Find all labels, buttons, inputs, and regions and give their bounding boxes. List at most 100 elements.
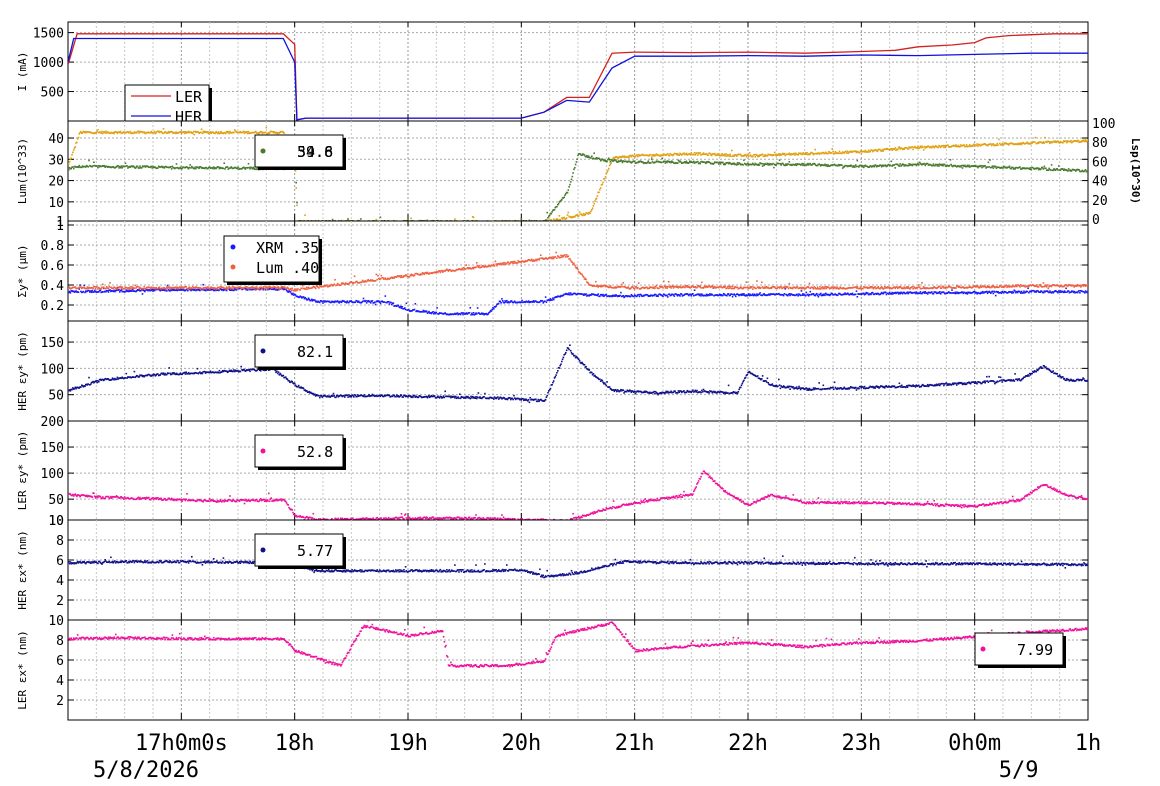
data-point	[998, 139, 1000, 141]
data-point	[226, 286, 228, 288]
data-point	[108, 291, 110, 293]
data-point	[621, 284, 623, 286]
data-point	[96, 286, 98, 288]
data-point	[97, 167, 99, 169]
data-point	[609, 159, 611, 161]
data-point	[622, 162, 624, 164]
data-point	[87, 166, 89, 168]
data-point	[806, 292, 808, 294]
data-point	[867, 151, 869, 153]
data-point	[556, 206, 558, 208]
data-point	[963, 144, 965, 146]
data-point	[599, 189, 601, 191]
data-point	[870, 294, 872, 296]
data-point	[1067, 170, 1069, 172]
data-point	[428, 311, 430, 313]
data-point	[806, 152, 808, 154]
data-point	[634, 160, 636, 162]
data-point	[231, 288, 233, 290]
data-point	[984, 165, 986, 167]
data-point	[817, 287, 819, 289]
data-point	[1030, 167, 1032, 169]
data-point	[1085, 139, 1087, 141]
data-point	[563, 196, 565, 198]
data-point	[736, 164, 738, 166]
data-point	[989, 159, 991, 161]
data-point	[763, 163, 765, 165]
data-point	[749, 152, 751, 154]
data-point	[602, 182, 604, 184]
data-point	[864, 151, 866, 153]
data-point	[215, 290, 217, 292]
data-point	[88, 160, 90, 162]
data-point	[667, 296, 669, 298]
data-point	[972, 145, 974, 147]
data-point	[846, 152, 848, 154]
data-point	[718, 163, 720, 165]
data-point	[504, 302, 506, 304]
data-point	[748, 156, 750, 158]
data-point	[996, 144, 998, 146]
data-point	[591, 156, 593, 158]
data-point	[776, 164, 778, 166]
data-point	[755, 288, 757, 290]
right-tick-label: 100	[1092, 117, 1115, 132]
data-point	[693, 154, 695, 156]
data-point	[599, 158, 601, 160]
y-tick-label: 1	[56, 219, 64, 234]
data-point	[86, 288, 88, 290]
data-point	[761, 282, 763, 284]
data-point	[572, 172, 574, 174]
data-point	[718, 153, 720, 155]
data-point	[558, 203, 560, 205]
data-point	[674, 295, 676, 297]
y-tick-label: 500	[41, 86, 64, 101]
data-point	[94, 286, 96, 288]
data-point	[1078, 140, 1080, 142]
data-point	[789, 293, 791, 295]
data-point	[1027, 142, 1029, 144]
data-point	[1085, 169, 1087, 171]
data-point	[125, 162, 127, 164]
data-point	[767, 163, 769, 165]
data-point	[669, 155, 671, 157]
data-point	[501, 264, 503, 266]
data-point	[266, 286, 268, 288]
data-point	[102, 291, 104, 293]
data-point	[461, 268, 463, 270]
data-point	[545, 296, 547, 298]
data-point	[302, 285, 304, 287]
data-point	[730, 156, 732, 158]
data-point	[72, 166, 74, 168]
data-point	[214, 290, 216, 292]
data-point	[620, 292, 622, 294]
data-point	[656, 285, 658, 287]
data-point	[756, 280, 758, 282]
data-point	[109, 286, 111, 288]
data-point	[743, 293, 745, 295]
data-point	[862, 165, 864, 167]
data-point	[810, 291, 812, 293]
data-point	[521, 262, 523, 264]
data-point	[988, 166, 990, 168]
data-point	[93, 161, 95, 163]
data-point	[295, 187, 297, 189]
data-point	[571, 179, 573, 181]
data-point	[246, 131, 248, 133]
data-point	[565, 256, 567, 258]
data-point	[295, 290, 297, 292]
data-point	[924, 163, 926, 165]
data-point	[404, 307, 406, 309]
data-point	[1062, 142, 1064, 144]
data-point	[639, 296, 641, 298]
data-point	[290, 291, 292, 293]
data-point	[213, 166, 215, 168]
data-point	[71, 154, 73, 156]
data-point	[326, 284, 328, 286]
data-point	[813, 293, 815, 295]
data-point	[405, 309, 407, 311]
data-point	[778, 163, 780, 165]
data-point	[170, 166, 172, 168]
data-point	[622, 286, 624, 288]
data-point	[78, 292, 80, 294]
